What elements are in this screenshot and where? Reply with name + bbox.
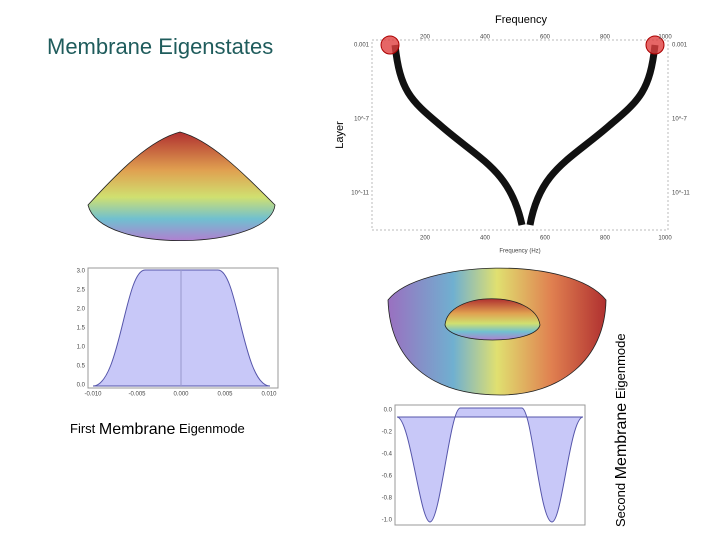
tick-label: 600 (540, 35, 551, 41)
tick-label: 2.5 (77, 288, 86, 294)
tick-label: 0.0 (384, 408, 393, 414)
tick-label: -0.6 (382, 474, 393, 480)
tick-label: 0.0 (77, 383, 86, 389)
caption: Second Membrane Eigenmode (613, 333, 630, 527)
title: Membrane Eigenstates (47, 34, 273, 59)
tick-label: -0.4 (382, 452, 393, 458)
tick-label: -1.0 (382, 518, 393, 524)
marker (645, 35, 665, 55)
tick-label: 1.0 (77, 345, 86, 351)
tick-label: 10^-11 (351, 191, 369, 197)
plot-frame (87, 267, 279, 389)
tick-label: 10^-7 (672, 117, 687, 123)
tick-label: 0.010 (261, 392, 277, 398)
tick-label: 800 (600, 236, 611, 242)
profile-2 (396, 407, 584, 523)
tick-label: 0.5 (77, 364, 86, 370)
tick-label: 10^-11 (672, 191, 690, 197)
tick-label: 10^-7 (354, 117, 369, 123)
tick-label: 3.0 (77, 269, 86, 275)
tick-label: 800 (600, 35, 611, 41)
tick-label: 600 (540, 236, 551, 242)
tick-label: -0.2 (382, 430, 393, 436)
tick-label: -0.8 (382, 496, 393, 502)
tick-label: -0.010 (84, 392, 102, 398)
tick-label: -0.005 (128, 392, 146, 398)
plot-frame (394, 404, 586, 526)
tick-label: 0.005 (217, 392, 233, 398)
membrane-1 (87, 131, 276, 242)
tick-label: 1.5 (77, 326, 86, 332)
tick-label: 2.0 (77, 307, 86, 313)
plot-frame (371, 39, 669, 231)
curve (391, 44, 659, 226)
marker (380, 35, 400, 55)
tick-label: 400 (480, 35, 491, 41)
side-label: Layer (334, 121, 346, 149)
tick-label: 1000 (658, 35, 672, 41)
tick-label: 0.001 (672, 43, 688, 49)
axis-label: Frequency (Hz) (499, 249, 540, 255)
tick-label: 1000 (658, 236, 672, 242)
tick-label: 200 (420, 35, 431, 41)
plot-header: Frequency (495, 14, 547, 26)
tick-label: 200 (420, 236, 431, 242)
tick-label: 400 (480, 236, 491, 242)
caption: First Membrane Eigenmode (70, 421, 245, 438)
membrane-2-center (444, 298, 541, 341)
tick-label: 0.001 (354, 43, 370, 49)
tick-label: 0.000 (173, 392, 189, 398)
